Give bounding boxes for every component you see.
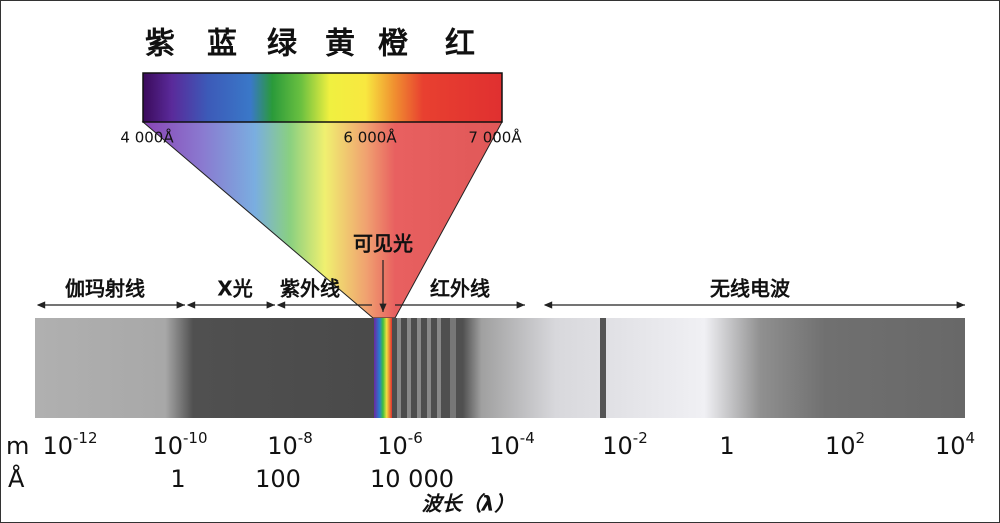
m-tick-label: 10-6 xyxy=(377,429,423,461)
wavelength-label: 7 000Å xyxy=(468,128,522,147)
band-label: 伽玛射线 xyxy=(65,277,145,301)
band-label: 红外线 xyxy=(430,277,490,301)
tick-base: 1 xyxy=(719,432,734,460)
color-name: 绿 xyxy=(267,27,298,62)
wavelength-label: 6 000Å xyxy=(343,128,397,147)
color-bar xyxy=(142,72,503,123)
tick-exponent: -4 xyxy=(520,429,535,447)
visible-label: 可见光 xyxy=(353,232,413,256)
axis-title: 波长（λ） xyxy=(422,492,515,516)
tick-base: 10 xyxy=(267,432,298,460)
tick-base: 10 xyxy=(602,432,633,460)
wavelength-label: 4 000Å xyxy=(120,128,174,147)
band-label: X光 xyxy=(217,277,252,301)
angstrom-unit: Å xyxy=(8,464,25,493)
tick-base: 10 xyxy=(152,432,183,460)
tick-base: 10 xyxy=(42,432,73,460)
visible-band xyxy=(374,318,392,418)
angstrom-tick-label: 100 xyxy=(255,465,301,493)
tick-exponent: -10 xyxy=(183,429,208,447)
tick-base: 10 xyxy=(935,432,966,460)
tick-base: 10 xyxy=(489,432,520,460)
ir-stripes xyxy=(397,318,606,418)
m-tick-label: 10-10 xyxy=(152,429,207,461)
m-unit: m xyxy=(6,432,29,460)
tick-exponent: 4 xyxy=(966,429,976,447)
m-tick-label: 10-2 xyxy=(602,429,648,461)
m-tick-label: 102 xyxy=(825,429,865,461)
band-label: 无线电波 xyxy=(710,277,791,301)
tick-exponent: -12 xyxy=(73,429,98,447)
color-name: 蓝 xyxy=(207,27,237,62)
color-name: 红 xyxy=(445,27,475,62)
color-name: 紫 xyxy=(145,27,175,62)
m-tick-label: 10-4 xyxy=(489,429,535,461)
color-name: 黄 xyxy=(325,27,355,62)
angstrom-tick-label: 10 000 xyxy=(370,465,454,493)
m-tick-label: 1 xyxy=(719,432,734,460)
m-tick-label: 10-8 xyxy=(267,429,313,461)
angstrom-tick-label: 1 xyxy=(170,465,185,493)
color-name: 橙 xyxy=(378,27,409,62)
tick-base: 10 xyxy=(825,432,856,460)
tick-exponent: -8 xyxy=(298,429,313,447)
tick-exponent: 2 xyxy=(856,429,866,447)
tick-exponent: -2 xyxy=(633,429,648,447)
band-label: 紫外线 xyxy=(280,277,340,301)
spectrum-strip xyxy=(35,318,965,418)
m-tick-label: 10-12 xyxy=(42,429,97,461)
tick-exponent: -6 xyxy=(408,429,423,447)
tick-base: 10 xyxy=(377,432,408,460)
m-tick-label: 104 xyxy=(935,429,975,461)
